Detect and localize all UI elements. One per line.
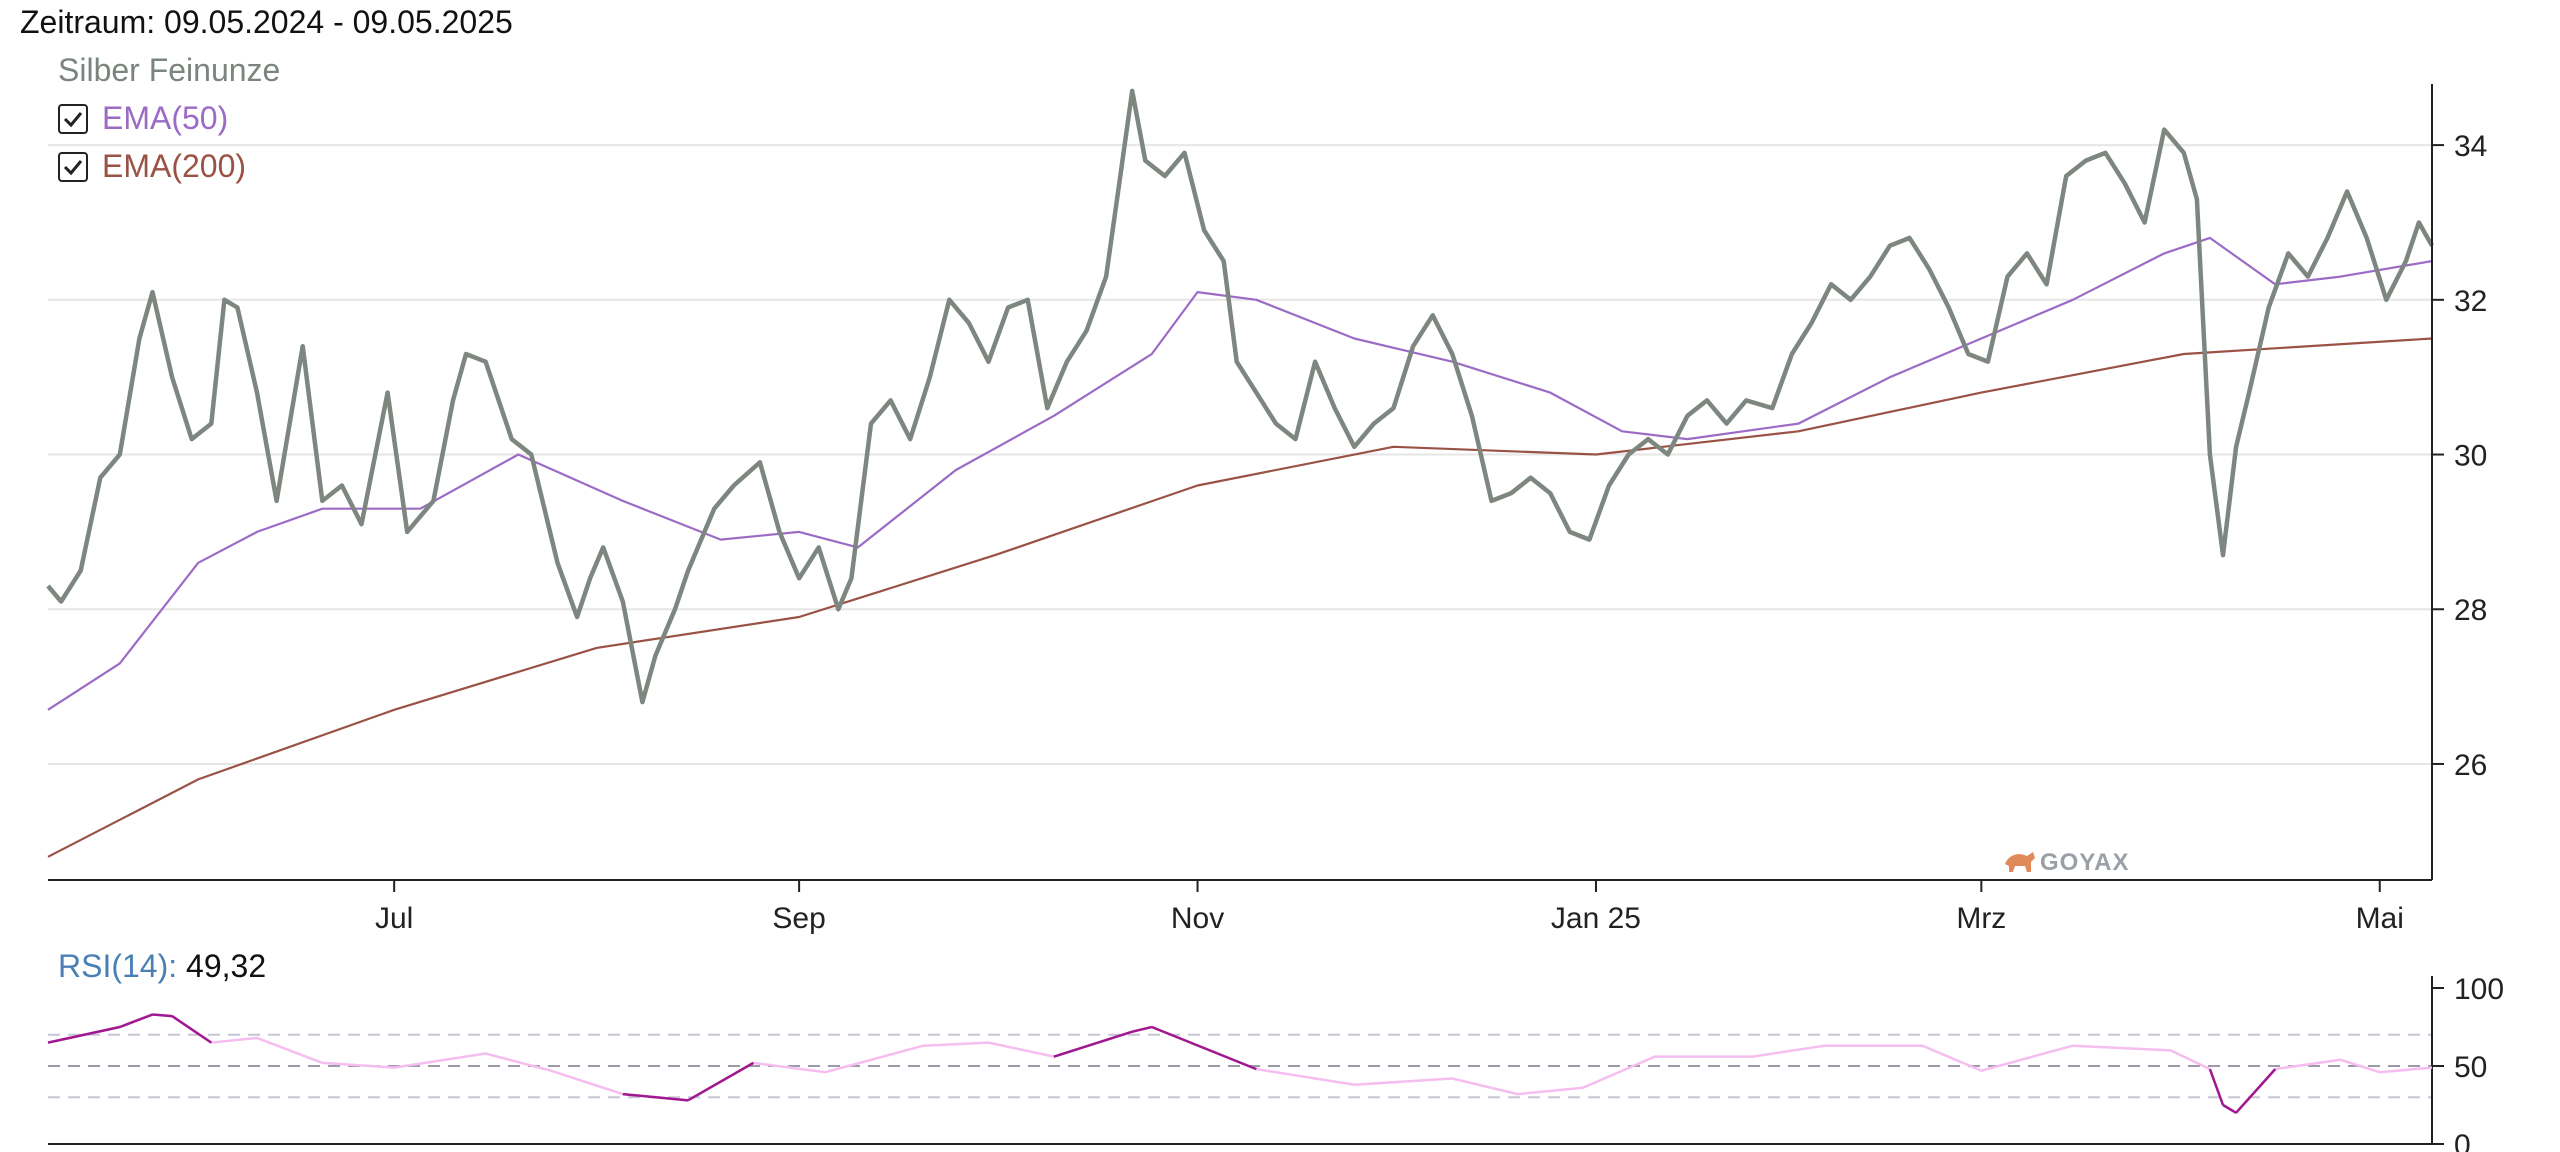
rsi-tick-label: 100 — [2454, 973, 2504, 1006]
rsi-label: RSI(14): — [58, 948, 178, 984]
rsi-extreme-segment — [47, 1025, 121, 1044]
checkmark-icon — [63, 111, 83, 127]
rsi-extreme-segment — [687, 1061, 755, 1102]
x-tick-label: Jul — [375, 902, 413, 935]
rsi-tick-label: 0 — [2454, 1129, 2471, 1152]
watermark-text: GOYAX — [2040, 849, 2129, 876]
x-tick-label: Jan 25 — [1551, 902, 1641, 935]
period-label: Zeitraum: 09.05.2024 - 09.05.2025 — [20, 4, 513, 40]
y-tick-label: 28 — [2454, 594, 2487, 627]
rsi-extreme-segment — [2208, 1068, 2225, 1106]
checkbox-ema50[interactable] — [58, 103, 88, 134]
rsi-readout: RSI(14): 49,32 — [58, 948, 266, 985]
rsi-value: 49,32 — [186, 948, 267, 984]
rsi-tick-label: 50 — [2454, 1051, 2487, 1084]
checkbox-ema200[interactable] — [58, 151, 88, 182]
checkmark-icon — [63, 159, 83, 175]
y-tick-label: 34 — [2454, 130, 2487, 163]
rsi-extreme-segment — [2235, 1068, 2277, 1114]
y-tick-label: 26 — [2454, 749, 2487, 782]
legend-label-ema200: EMA(200) — [102, 148, 247, 184]
legend-toggle-ema200[interactable]: EMA(200) — [58, 148, 246, 185]
rsi-extreme-segment — [2222, 1103, 2237, 1114]
instrument-name: Silber Feinunze — [58, 52, 281, 88]
y-tick-label: 32 — [2454, 285, 2487, 318]
axes: 26 28 30 32 34 Jul Sep Nov Jan 25 Mrz Mai — [48, 84, 2487, 935]
legend-toggle-ema50[interactable]: EMA(50) — [58, 100, 228, 137]
ema50-line — [47, 236, 2433, 711]
rsi-extreme-segment — [1151, 1025, 1257, 1071]
goyax-watermark: GOYAX — [2005, 849, 2129, 876]
price-line — [46, 88, 2434, 705]
x-tick-label: Nov — [1171, 902, 1224, 935]
y-tick-label: 30 — [2454, 440, 2487, 473]
x-tick-label: Mai — [2356, 902, 2404, 935]
rsi-extreme-segment — [171, 1015, 212, 1044]
ema200-line — [47, 337, 2433, 858]
bull-logo-icon — [2005, 852, 2035, 872]
rsi-extreme-segment — [119, 1013, 153, 1029]
x-tick-label: Mrz — [1956, 902, 2006, 935]
rsi-extreme-segment — [1131, 1025, 1153, 1033]
rsi-extreme-segment — [622, 1092, 689, 1102]
x-tick-label: Sep — [772, 902, 825, 935]
rsi-extreme-segment — [152, 1013, 173, 1018]
grid-lines — [48, 144, 2432, 765]
series-group — [46, 88, 2434, 858]
rsi-extreme-segment — [1053, 1030, 1133, 1058]
legend-label-ema50: EMA(50) — [102, 100, 229, 136]
rsi-panel: 100 50 0 — [47, 973, 2504, 1152]
